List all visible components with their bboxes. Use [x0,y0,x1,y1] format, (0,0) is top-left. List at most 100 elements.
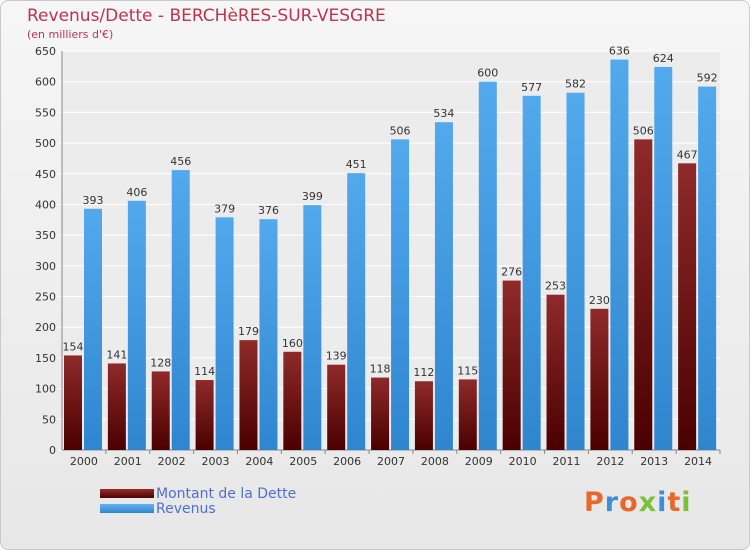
y-tick-label: 450 [35,168,56,181]
data-label-dette: 253 [545,280,566,293]
bar-dette [634,139,653,450]
x-tick-label: 2008 [421,455,449,468]
y-tick-label: 100 [35,383,56,396]
bar-dette [458,379,477,450]
bar-revenus [347,173,366,450]
bar-dette [151,371,170,450]
bar-dette [239,340,258,450]
data-label-revenus: 636 [609,45,630,58]
bar-revenus [84,208,102,450]
data-label-dette: 128 [150,356,171,369]
data-label-dette: 114 [194,365,215,378]
y-tick-label: 300 [35,260,56,273]
data-label-revenus: 393 [83,194,104,207]
bar-revenus [654,66,673,451]
x-tick-label: 2005 [289,455,317,468]
bar-revenus [391,139,410,450]
data-label-revenus: 399 [302,190,323,203]
data-label-revenus: 379 [214,202,235,215]
bar-revenus [259,219,278,450]
bar-revenus [478,81,497,450]
legend-item-dette: Montant de la Dette [100,485,297,502]
chart-title: Revenus/Dette - BERCHèRES-SUR-VESGRE [27,6,386,26]
x-tick-label: 2007 [377,455,405,468]
bar-dette [414,381,433,450]
bar-dette [371,377,390,450]
bar-dette [502,280,521,450]
data-label-revenus: 534 [433,107,454,120]
bar-revenus [127,200,146,450]
bar-revenus [698,86,717,450]
y-tick-label: 550 [35,106,56,119]
data-label-dette: 115 [457,364,478,377]
bar-dette [107,363,126,450]
legend-swatch-revenus [100,504,154,513]
bar-revenus [566,92,585,450]
y-tick-label: 200 [35,321,56,334]
bar-revenus [610,59,629,451]
x-tick-label: 2003 [202,455,230,468]
data-label-revenus: 506 [390,124,411,137]
x-tick-label: 2001 [114,455,142,468]
x-tick-label: 2004 [245,455,273,468]
proxiti-logo: Proxiti [584,487,692,518]
data-label-dette: 276 [501,266,522,279]
bar-dette [195,380,214,450]
bar-dette [283,351,302,450]
y-tick-label: 150 [35,352,56,365]
data-label-revenus: 592 [697,72,718,85]
data-label-dette: 118 [370,363,391,376]
data-label-dette: 179 [238,325,259,338]
plot-area [62,51,720,450]
data-label-revenus: 406 [126,186,147,199]
data-label-dette: 160 [282,337,303,350]
bar-revenus [434,122,453,451]
chart-legend: Montant de la Dette Revenus [100,485,297,517]
x-tick-label: 2012 [596,455,624,468]
bar-revenus [215,217,234,450]
data-label-revenus: 451 [346,158,367,171]
data-label-revenus: 582 [565,78,586,91]
data-label-dette: 154 [63,340,84,353]
x-tick-label: 2006 [333,455,361,468]
data-label-dette: 467 [677,148,698,161]
data-label-dette: 112 [413,366,434,379]
bar-revenus [522,95,541,451]
bar-dette [546,294,565,450]
y-tick-label: 50 [42,413,56,426]
x-tick-label: 2014 [684,455,712,468]
x-tick-label: 2002 [158,455,186,468]
y-tick-label: 400 [35,198,56,211]
data-label-dette: 230 [589,294,610,307]
data-label-dette: 141 [106,348,127,361]
x-tick-label: 2011 [552,455,580,468]
data-label-dette: 506 [633,124,654,137]
data-label-revenus: 376 [258,204,279,217]
y-tick-label: 650 [35,45,56,58]
data-label-dette: 139 [326,350,347,363]
x-tick-label: 2010 [509,455,537,468]
legend-label-revenus: Revenus [156,500,216,517]
y-tick-label: 250 [35,291,56,304]
y-tick-label: 350 [35,229,56,242]
bar-dette [678,163,697,450]
y-tick-label: 0 [49,444,56,457]
legend-label-dette: Montant de la Dette [156,485,297,502]
bar-revenus [171,170,190,450]
data-label-revenus: 577 [521,81,542,94]
chart-subtitle: (en milliers d'€) [27,28,114,41]
data-label-revenus: 456 [170,155,191,168]
x-tick-label: 2009 [465,455,493,468]
data-label-revenus: 624 [653,52,674,65]
legend-item-revenus: Revenus [100,500,296,517]
bar-dette [590,308,609,450]
y-tick-label: 500 [35,137,56,150]
y-tick-label: 600 [35,76,56,89]
legend-swatch-dette [100,489,154,498]
x-tick-label: 2013 [640,455,668,468]
data-label-revenus: 600 [477,67,498,80]
bar-revenus [303,205,322,450]
bar-dette [327,364,346,450]
x-tick-label: 2000 [70,455,98,468]
